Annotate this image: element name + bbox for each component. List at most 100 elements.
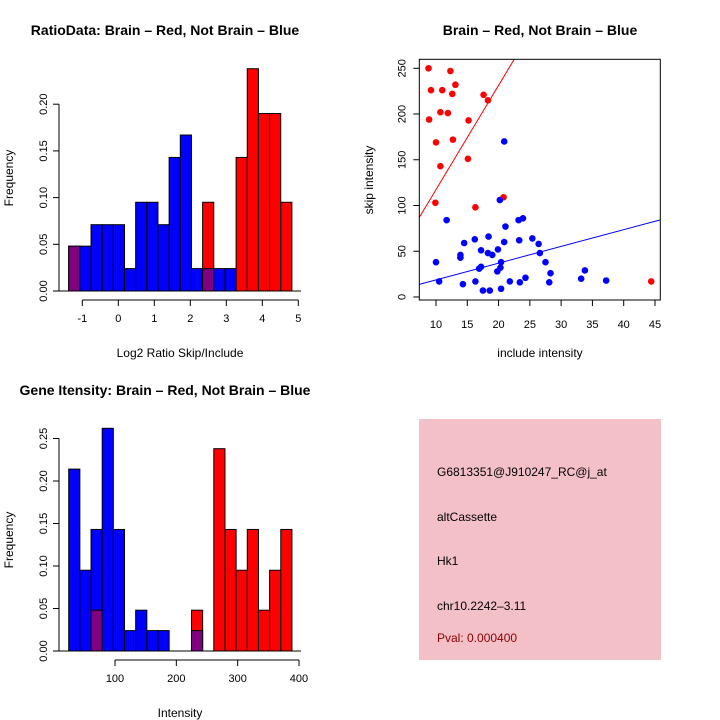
bar-brain xyxy=(280,528,293,652)
point-brain xyxy=(427,86,435,94)
point-brain xyxy=(449,136,457,143)
point-not-brain xyxy=(545,279,553,286)
point-not-brain xyxy=(477,247,485,254)
y-tick-label: 100 xyxy=(396,196,408,214)
point-brain xyxy=(472,204,479,211)
point-not-brain xyxy=(522,274,529,282)
plot-frame xyxy=(418,58,661,301)
point-brain xyxy=(425,64,432,72)
bar-not-brain xyxy=(224,268,237,292)
probe-id: G6813351@J910247_RC@j_at xyxy=(437,465,607,479)
bar-brain xyxy=(269,569,282,652)
bar-not-brain xyxy=(146,201,159,292)
bar-overlap xyxy=(90,609,103,652)
point-not-brain xyxy=(457,254,464,261)
bar-not-brain xyxy=(168,156,181,292)
y-tick-label: 200 xyxy=(396,105,408,123)
point-not-brain xyxy=(460,239,468,247)
bar-not-brain xyxy=(112,528,126,652)
pval: Pval: 0.000400 xyxy=(437,631,517,645)
x-tick-label: 100 xyxy=(106,673,124,685)
y-tick-label: 0.20 xyxy=(38,93,50,114)
ratio-histogram-title: RatioData: Brain – Red, Not Brain – Blue xyxy=(31,22,300,38)
y-tick-label: 0.00 xyxy=(38,640,50,661)
bar-not-brain xyxy=(124,630,137,652)
point-not-brain xyxy=(443,216,450,224)
x-tick-label: 400 xyxy=(290,673,308,685)
point-not-brain xyxy=(496,196,504,204)
x-tick-label: 200 xyxy=(167,673,185,685)
point-brain xyxy=(464,155,472,163)
point-brain xyxy=(484,96,492,104)
bar-not-brain xyxy=(135,609,148,652)
ratio-histogram-xlabel: Log2 Ratio Skip/Include xyxy=(117,346,244,360)
point-brain xyxy=(432,199,439,207)
bar-not-brain xyxy=(79,569,92,652)
point-not-brain xyxy=(581,267,589,274)
point-not-brain xyxy=(529,235,536,242)
y-tick-label: 0.05 xyxy=(38,598,50,619)
x-tick-label: 20 xyxy=(492,319,504,331)
point-not-brain xyxy=(500,138,508,145)
scatter-xlabel: include intensity xyxy=(497,346,582,360)
point-brain xyxy=(444,109,452,117)
event-type: altCassette xyxy=(437,510,497,524)
bar-not-brain xyxy=(146,630,159,652)
bar-not-brain xyxy=(79,245,92,292)
bar-not-brain xyxy=(90,224,103,292)
bar-not-brain xyxy=(190,268,204,292)
y-tick-label: 150 xyxy=(396,151,408,169)
point-brain xyxy=(437,162,444,170)
point-not-brain xyxy=(489,251,496,259)
y-tick-label: 50 xyxy=(396,245,408,257)
info-panel-background xyxy=(419,419,661,660)
point-not-brain xyxy=(519,215,527,222)
y-tick-label: 0.00 xyxy=(38,280,50,301)
x-tick-label: 1 xyxy=(151,313,157,325)
bar-brain xyxy=(257,609,271,652)
bar-brain xyxy=(235,569,248,652)
point-not-brain xyxy=(547,269,554,277)
point-brain xyxy=(448,90,456,98)
fit-line-not-brain xyxy=(419,219,661,285)
point-not-brain xyxy=(515,236,523,244)
point-not-brain xyxy=(506,278,514,285)
y-tick-label: 0 xyxy=(396,294,408,300)
point-not-brain xyxy=(486,287,494,294)
info-panel: G6813351@J910247_RC@j_at altCassette Hk1… xyxy=(419,419,661,660)
gene-intensity-histogram: Gene Itensity: Brain – Red, Not Brain – … xyxy=(2,382,311,720)
bar-brain xyxy=(246,68,259,292)
point-not-brain xyxy=(459,280,467,288)
x-tick-label: 5 xyxy=(295,313,301,325)
chrom-location: chr10.2242–3.11 xyxy=(437,599,527,613)
bar-brain xyxy=(280,201,293,292)
x-tick-label: -1 xyxy=(77,313,87,325)
point-not-brain xyxy=(479,287,487,294)
x-tick-label: 10 xyxy=(430,319,442,331)
bar-not-brain xyxy=(135,201,148,292)
point-not-brain xyxy=(494,246,502,253)
point-brain xyxy=(647,278,655,285)
point-not-brain xyxy=(494,268,501,275)
y-tick-label: 0.10 xyxy=(38,555,50,576)
bar-not-brain xyxy=(101,427,114,652)
point-not-brain xyxy=(497,285,505,293)
y-tick-label: 0.20 xyxy=(38,470,50,491)
x-tick-label: 4 xyxy=(259,313,265,325)
bar-not-brain xyxy=(68,468,81,652)
point-brain xyxy=(447,67,454,75)
point-brain xyxy=(465,117,472,124)
point-brain xyxy=(432,139,440,146)
bar-brain xyxy=(224,528,237,652)
x-tick-label: 25 xyxy=(524,319,536,331)
x-tick-label: 40 xyxy=(618,319,630,331)
point-brain xyxy=(438,86,446,94)
point-brain xyxy=(480,91,487,99)
gene-histogram-ylabel: Frequency xyxy=(2,512,16,569)
point-not-brain xyxy=(542,258,549,266)
bar-brain xyxy=(269,113,282,292)
bar-not-brain xyxy=(101,224,114,292)
bar-brain xyxy=(257,113,271,292)
bar-brain xyxy=(246,528,259,652)
